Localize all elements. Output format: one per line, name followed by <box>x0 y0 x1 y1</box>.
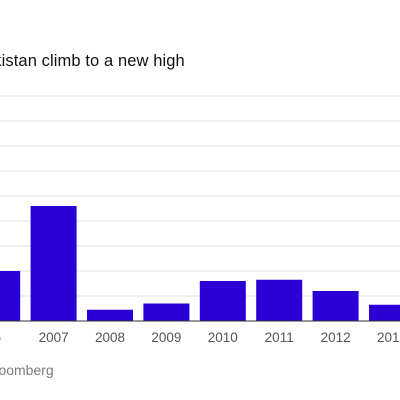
x-tick-label: 6 <box>0 330 1 345</box>
x-tick-labels: 6 2007 2008 2009 2010 2011 2012 2013 <box>0 330 400 345</box>
bar-2011 <box>256 279 303 321</box>
bar-2008 <box>87 309 133 321</box>
x-tick-label: 2008 <box>95 330 125 345</box>
bar-2012 <box>312 291 359 321</box>
x-tick-label: 2009 <box>151 330 181 345</box>
bars <box>0 206 400 321</box>
bar-2009 <box>143 303 190 321</box>
x-tick-label: 2013 <box>377 330 400 345</box>
x-tick-label: 2011 <box>265 330 294 345</box>
x-tick-label: 2007 <box>39 330 69 345</box>
bar-2013 <box>369 304 400 321</box>
bar-2010 <box>199 281 246 321</box>
x-tick-label: 2010 <box>208 330 238 345</box>
chart-title: akistan climb to a new high <box>0 52 185 70</box>
x-tick-label: 2012 <box>321 330 351 345</box>
source-note: Bloomberg <box>0 362 54 378</box>
bar-2007 <box>30 206 77 321</box>
bar-6 <box>0 271 21 321</box>
